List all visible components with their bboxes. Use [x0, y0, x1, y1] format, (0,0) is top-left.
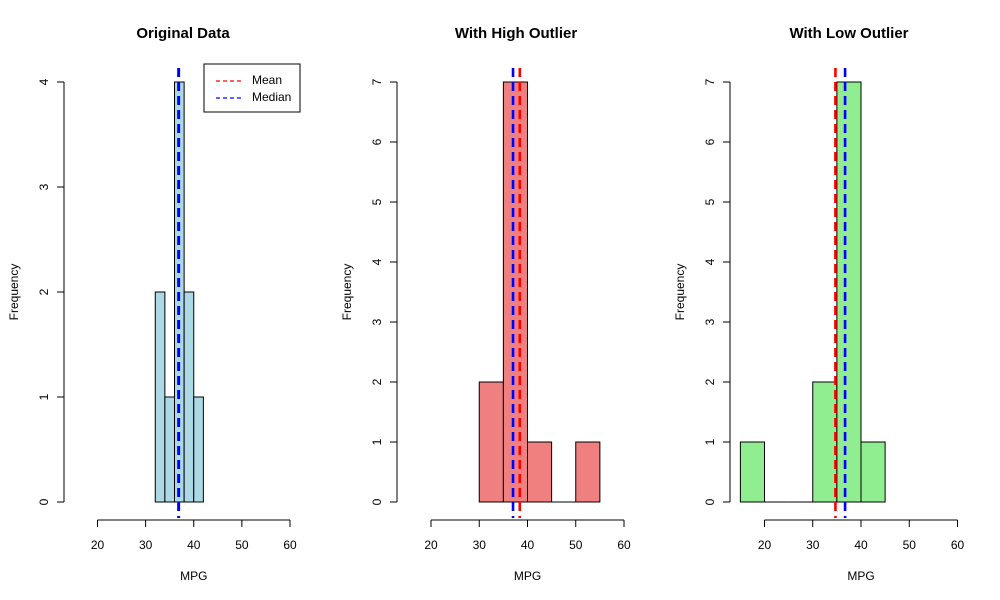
y-tick-label: 3: [370, 318, 384, 325]
y-tick-label: 3: [703, 318, 717, 325]
histogram-bar: [164, 396, 175, 503]
y-axis-label: Frequency: [7, 264, 21, 321]
x-tick-label: 40: [521, 538, 535, 552]
histogram-bar: [575, 441, 601, 503]
chart-title: With Low Outlier: [789, 25, 908, 42]
y-tick-label: 3: [37, 183, 51, 190]
legend-label: Median: [252, 90, 291, 104]
y-tick-label: 7: [370, 78, 384, 85]
y-tick-label: 2: [37, 288, 51, 295]
x-tick-label: 50: [569, 538, 583, 552]
x-tick-label: 20: [758, 538, 772, 552]
chart-title: With High Outlier: [455, 25, 578, 42]
y-tick-label: 4: [37, 78, 51, 85]
x-tick-label: 20: [424, 538, 438, 552]
x-tick-label: 60: [617, 538, 631, 552]
legend-box: [203, 63, 301, 113]
y-tick-label: 0: [370, 498, 384, 505]
y-tick-label: 1: [37, 393, 51, 400]
y-tick-label: 1: [370, 438, 384, 445]
y-tick-label: 0: [703, 498, 717, 505]
histogram-bar: [836, 81, 862, 503]
y-tick-label: 2: [703, 378, 717, 385]
y-axis-label: Frequency: [673, 264, 687, 321]
y-tick-label: 5: [703, 198, 717, 205]
histogram-bar: [193, 396, 204, 503]
legend-label: Mean: [252, 73, 282, 87]
y-tick-label: 6: [370, 138, 384, 145]
histogram-bar: [478, 381, 504, 503]
x-tick-label: 30: [139, 538, 153, 552]
y-tick-label: 0: [37, 498, 51, 505]
histogram-bar: [812, 381, 838, 503]
x-tick-label: 60: [951, 538, 965, 552]
y-tick-label: 4: [370, 258, 384, 265]
histogram-bar: [502, 81, 528, 503]
y-tick-label: 1: [703, 438, 717, 445]
chart-title: Original Data: [136, 25, 230, 42]
histogram-bar: [860, 441, 886, 503]
x-tick-label: 30: [473, 538, 487, 552]
histogram-bar: [183, 291, 195, 503]
x-tick-label: 30: [806, 538, 820, 552]
histogram-bar: [527, 441, 553, 503]
x-tick-label: 50: [235, 538, 249, 552]
x-axis-label: MPG: [180, 569, 207, 583]
x-tick-label: 40: [187, 538, 201, 552]
y-tick-label: 5: [370, 198, 384, 205]
x-axis-label: MPG: [847, 569, 874, 583]
x-tick-label: 60: [283, 538, 297, 552]
histogram-bar: [739, 441, 765, 503]
histogram-bar: [154, 291, 166, 503]
x-tick-label: 40: [854, 538, 868, 552]
y-tick-label: 7: [703, 78, 717, 85]
x-axis-label: MPG: [514, 569, 541, 583]
x-tick-label: 50: [903, 538, 917, 552]
x-tick-label: 20: [91, 538, 105, 552]
y-tick-label: 2: [370, 378, 384, 385]
y-tick-label: 4: [703, 258, 717, 265]
y-axis-label: Frequency: [340, 264, 354, 321]
y-tick-label: 6: [703, 138, 717, 145]
